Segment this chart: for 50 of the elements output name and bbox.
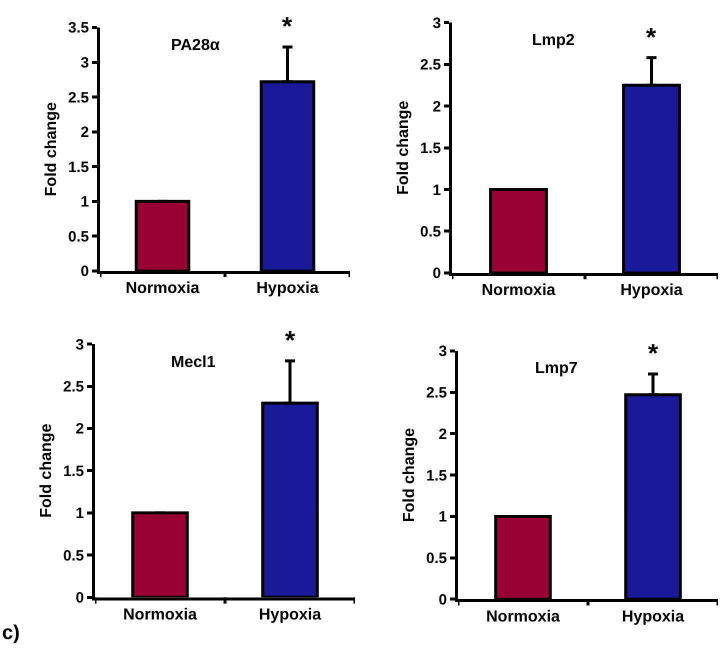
- y-tick-label: 2.5: [63, 378, 84, 396]
- y-tick-label: 1: [438, 508, 447, 526]
- y-tick-label: 1: [76, 505, 84, 522]
- y-tick-label: 3: [76, 336, 84, 354]
- y-tick-label: 1: [80, 194, 89, 211]
- y-axis-title: Fold change: [395, 100, 412, 195]
- annotation: *: [648, 338, 659, 368]
- annotation: *: [646, 22, 657, 52]
- text: Lmp2: [532, 32, 575, 49]
- y-tick-label: 3.5: [68, 20, 89, 37]
- y-tick-label: 3: [80, 54, 89, 72]
- y-tick-label: 0: [76, 590, 84, 607]
- y-axis-title: Fold change: [401, 428, 418, 522]
- y-tick-label: 2.5: [420, 56, 441, 74]
- y-tick-label: 0.5: [420, 223, 441, 240]
- y-tick-label: 2: [76, 420, 84, 438]
- y-tick-label: 1: [432, 182, 441, 199]
- y-tick-label: 1.5: [68, 158, 89, 176]
- annotation: *: [282, 11, 293, 41]
- y-axis-title: Fold change: [38, 423, 56, 518]
- y-tick-label: 2: [432, 98, 441, 116]
- y-tick-label: 3: [432, 14, 441, 32]
- y-tick-label: 1.5: [63, 462, 84, 480]
- x-tick-label: Normoxia: [482, 282, 556, 300]
- y-tick-label: 0: [80, 263, 89, 280]
- text: Lmp7: [535, 360, 578, 377]
- x-tick-label: Normoxia: [486, 608, 560, 626]
- y-tick-label: 2.5: [426, 384, 447, 402]
- y-tick-label: 2.5: [68, 89, 89, 106]
- y-tick-label: 0.5: [426, 550, 447, 568]
- y-tick-label: 0.5: [63, 547, 84, 564]
- y-tick-label: 2: [438, 426, 447, 443]
- x-tick-label: Hypoxia: [258, 606, 322, 624]
- x-tick-label: Hypoxia: [620, 282, 683, 300]
- y-tick-label: 0.5: [68, 228, 89, 246]
- x-tick-label: Normoxia: [126, 280, 200, 298]
- annotation: *: [285, 325, 296, 355]
- y-axis-title: Fold change: [43, 102, 60, 196]
- x-tick-label: Hypoxia: [622, 608, 684, 626]
- text: Mecl1: [171, 354, 216, 371]
- y-tick-label: 1.5: [420, 140, 441, 158]
- x-tick-label: Hypoxia: [256, 280, 319, 298]
- x-tick-label: Normoxia: [123, 606, 197, 624]
- y-tick-label: 0: [438, 591, 447, 608]
- y-tick-label: 2: [80, 124, 89, 142]
- y-tick-label: 3: [438, 343, 447, 360]
- y-tick-label: 1.5: [426, 467, 447, 484]
- y-tick-label: 0: [432, 265, 441, 282]
- text: c): [2, 622, 20, 644]
- text: PA28α: [171, 37, 220, 54]
